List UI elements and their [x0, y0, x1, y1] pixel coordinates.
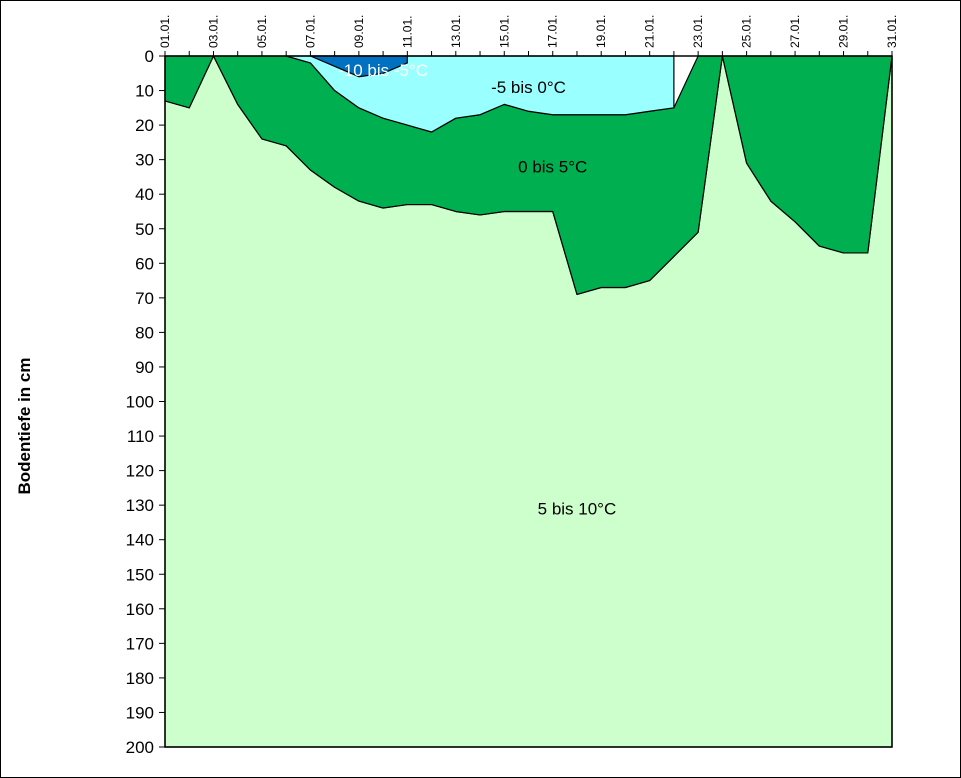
y-tick-label: 130 [126, 496, 154, 515]
y-tick-label: 140 [126, 531, 154, 550]
x-tick-label: 23.01. [691, 15, 705, 48]
y-tick-label: 150 [126, 565, 154, 584]
y-tick-label: 10 [135, 82, 154, 101]
plot-area: -10 bis -5°C -5 bis 0°C 0 bis 5°C 5 bis 10°… [126, 15, 899, 757]
x-tick-label: 17.01. [546, 15, 560, 48]
x-tick-label: 27.01. [788, 15, 802, 48]
band-label: -10 bis -5°C [338, 61, 428, 80]
x-tick-label: 11.01. [400, 16, 414, 48]
x-tick-label: 29.01. [837, 15, 851, 48]
x-tick-label: 21.01. [643, 15, 657, 48]
band-label: -5 bis 0°C [491, 78, 566, 97]
y-tick-label: 170 [126, 634, 154, 653]
y-tick-label: 20 [135, 116, 154, 135]
y-tick-label: 60 [135, 254, 154, 273]
x-tick-label: 07.01. [303, 15, 317, 48]
y-tick-label: 160 [126, 600, 154, 619]
x-tick-label: 13.01. [449, 15, 463, 48]
y-tick-label: 80 [135, 323, 154, 342]
y-tick-label: 90 [135, 358, 154, 377]
x-tick-label: 25.01. [740, 15, 754, 48]
y-tick-label: 180 [126, 669, 154, 688]
y-tick-label: 120 [126, 462, 154, 481]
x-tick-label: 03.01. [206, 15, 220, 48]
y-tick-label: 110 [127, 427, 154, 446]
x-tick-label: 01.01. [158, 15, 172, 48]
x-tick-label: 19.01. [594, 15, 608, 48]
band-label: 5 bis 10°C [538, 500, 617, 519]
y-tick-label: 100 [126, 393, 154, 412]
y-tick-label: 40 [135, 185, 154, 204]
x-tick-label: 31.01. [885, 15, 899, 48]
x-tick-label: 05.01. [255, 15, 269, 48]
y-tick-label: 200 [126, 738, 154, 757]
x-tick-label: 15.01. [497, 15, 511, 48]
band-label: 0 bis 5°C [518, 158, 587, 177]
y-tick-label: 70 [135, 289, 154, 308]
y-tick-label: 190 [126, 703, 154, 722]
y-tick-label: 50 [135, 220, 154, 239]
x-tick-label: 09.01. [352, 15, 366, 48]
y-tick-label: 0 [145, 47, 154, 66]
y-tick-label: 30 [135, 151, 154, 170]
